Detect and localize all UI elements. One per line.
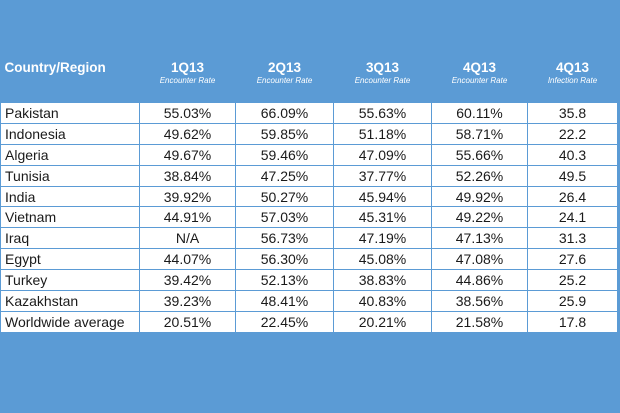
value-cell: 48.41% <box>235 290 334 312</box>
value-cell: 44.86% <box>431 269 528 292</box>
country-cell: Indonesia <box>0 122 140 145</box>
country-cell: Pakistan <box>0 102 140 124</box>
table-row: Turkey 39.42% 52.13% 38.83% 44.86% 25.2 <box>0 269 618 292</box>
country-cell: Tunisia <box>0 164 140 187</box>
header-country: Country/Region <box>4 60 106 75</box>
value-cell: 25.9 <box>527 290 618 312</box>
value-cell: 47.08% <box>431 248 528 271</box>
value-cell: 49.67% <box>139 143 236 166</box>
country-cell: Vietnam <box>0 206 140 229</box>
country-cell: Worldwide average <box>0 310 140 333</box>
value-cell: 22.2 <box>527 122 618 145</box>
header-metric: Encounter Rate <box>256 76 313 85</box>
table-row: Pakistan 55.03% 66.09% 55.63% 60.11% 35.… <box>0 102 618 124</box>
header-period: 4Q13 <box>462 60 497 75</box>
value-cell: 59.46% <box>235 143 334 166</box>
header-metric: Encounter Rate <box>451 76 508 85</box>
value-cell: 40.83% <box>333 290 432 312</box>
value-cell: 49.22% <box>431 206 528 229</box>
country-cell: Egypt <box>0 248 140 271</box>
value-cell: 37.77% <box>333 164 432 187</box>
value-cell: 45.08% <box>333 248 432 271</box>
value-cell: 49.92% <box>431 185 528 208</box>
value-cell: 39.23% <box>139 290 236 312</box>
value-cell: 26.4 <box>527 185 618 208</box>
country-cell: Kazakhstan <box>0 290 140 312</box>
header-col-5: 4Q13 Infection Rate <box>528 52 618 103</box>
value-cell: N/A <box>139 227 236 250</box>
value-cell: 44.91% <box>139 206 236 229</box>
header-metric: Infection Rate <box>547 76 598 85</box>
value-cell: 47.09% <box>333 143 432 166</box>
header-col-2: 2Q13 Encounter Rate <box>236 52 334 103</box>
table-row: Iraq N/A 56.73% 47.19% 47.13% 31.3 <box>0 227 618 250</box>
value-cell: 44.07% <box>139 248 236 271</box>
value-cell: 35.8 <box>527 102 618 124</box>
table-row: Kazakhstan 39.23% 48.41% 40.83% 38.56% 2… <box>0 290 618 312</box>
value-cell: 45.94% <box>333 185 432 208</box>
value-cell: 25.2 <box>527 269 618 292</box>
table-row: Egypt 44.07% 56.30% 45.08% 47.08% 27.6 <box>0 248 618 271</box>
value-cell: 20.21% <box>333 310 432 333</box>
table-row: Algeria 49.67% 59.46% 47.09% 55.66% 40.3 <box>0 143 618 166</box>
header-metric: Encounter Rate <box>354 76 411 85</box>
country-cell: Algeria <box>0 143 140 166</box>
value-cell: 56.30% <box>235 248 334 271</box>
header-col-4: 4Q13 Encounter Rate <box>432 52 528 103</box>
header-col-1: 1Q13 Encounter Rate <box>140 52 236 103</box>
country-cell: Turkey <box>0 269 140 292</box>
value-cell: 45.31% <box>333 206 432 229</box>
value-cell: 38.83% <box>333 269 432 292</box>
value-cell: 49.5 <box>527 164 618 187</box>
value-cell: 22.45% <box>235 310 334 333</box>
value-cell: 38.56% <box>431 290 528 312</box>
header-period: 4Q13 <box>555 60 590 75</box>
value-cell: 39.42% <box>139 269 236 292</box>
value-cell: 59.85% <box>235 122 334 145</box>
header-row: Country/Region 1Q13 Encounter Rate 2Q13 … <box>1 52 618 103</box>
country-cell: India <box>0 185 140 208</box>
value-cell: 47.13% <box>431 227 528 250</box>
value-cell: 40.3 <box>527 143 618 166</box>
data-table: Country/Region 1Q13 Encounter Rate 2Q13 … <box>0 52 618 333</box>
value-cell: 57.03% <box>235 206 334 229</box>
header-col-3: 3Q13 Encounter Rate <box>334 52 432 103</box>
value-cell: 47.19% <box>333 227 432 250</box>
value-cell: 52.13% <box>235 269 334 292</box>
value-cell: 17.8 <box>527 310 618 333</box>
value-cell: 38.84% <box>139 164 236 187</box>
value-cell: 31.3 <box>527 227 618 250</box>
header-period: 1Q13 <box>170 60 205 75</box>
value-cell: 50.27% <box>235 185 334 208</box>
header-period: 3Q13 <box>365 60 400 75</box>
value-cell: 47.25% <box>235 164 334 187</box>
table-row: India 39.92% 50.27% 45.94% 49.92% 26.4 <box>0 185 618 208</box>
value-cell: 39.92% <box>139 185 236 208</box>
value-cell: 58.71% <box>431 122 528 145</box>
value-cell: 27.6 <box>527 248 618 271</box>
value-cell: 66.09% <box>235 102 334 124</box>
value-cell: 51.18% <box>333 122 432 145</box>
header-period: 2Q13 <box>267 60 302 75</box>
country-cell: Iraq <box>0 227 140 250</box>
value-cell: 60.11% <box>431 102 528 124</box>
header-metric: Encounter Rate <box>159 76 216 85</box>
table-row-worldwide: Worldwide average 20.51% 22.45% 20.21% 2… <box>0 310 618 333</box>
table-row: Indonesia 49.62% 59.85% 51.18% 58.71% 22… <box>0 122 618 145</box>
table-row: Vietnam 44.91% 57.03% 45.31% 49.22% 24.1 <box>0 206 618 229</box>
value-cell: 49.62% <box>139 122 236 145</box>
value-cell: 55.66% <box>431 143 528 166</box>
value-cell: 21.58% <box>431 310 528 333</box>
value-cell: 20.51% <box>139 310 236 333</box>
value-cell: 56.73% <box>235 227 334 250</box>
table-row: Tunisia 38.84% 47.25% 37.77% 52.26% 49.5 <box>0 164 618 187</box>
value-cell: 55.03% <box>139 102 236 124</box>
value-cell: 55.63% <box>333 102 432 124</box>
value-cell: 24.1 <box>527 206 618 229</box>
value-cell: 52.26% <box>431 164 528 187</box>
